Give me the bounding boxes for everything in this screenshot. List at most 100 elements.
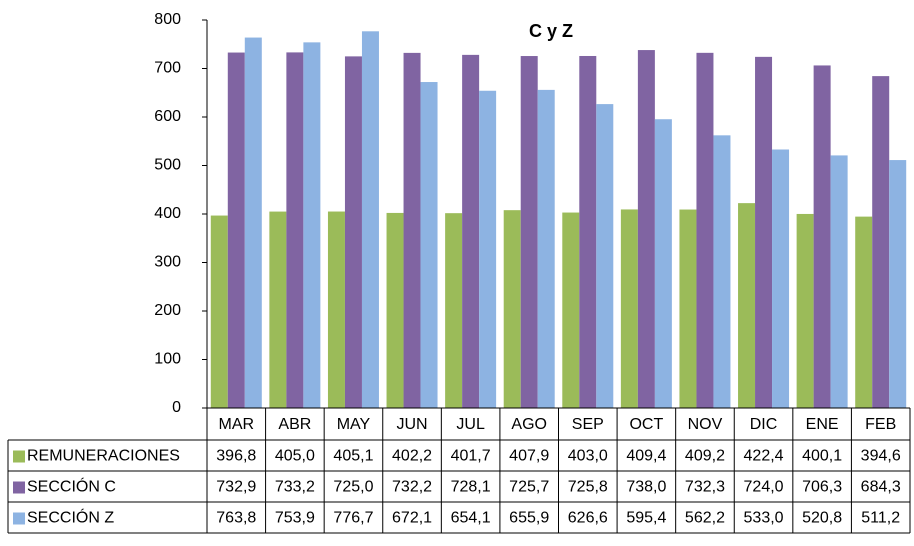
table-value: 394,6 [861,448,901,465]
bar [596,104,614,408]
table-value: 626,6 [568,510,608,527]
table-value: 706,3 [802,479,842,496]
table-value: 684,3 [861,479,901,496]
x-tick-label: JUN [396,416,427,433]
x-tick-label: NOV [688,416,723,433]
bar [620,209,638,408]
table-value: 732,9 [216,479,256,496]
y-tick-label: 500 [154,157,181,174]
table-value: 401,7 [451,448,491,465]
x-tick-label: MAR [219,416,255,433]
table-value: 725,0 [333,479,373,496]
x-tick-label: MAY [337,416,371,433]
chart-title: C y Z [529,21,573,41]
y-tick-label: 100 [154,351,181,368]
legend-key [13,450,25,463]
x-tick-label: DIC [750,416,778,433]
bar [344,56,362,408]
table-value: 402,2 [392,448,432,465]
bar [713,135,731,408]
bar [303,42,321,409]
x-tick-label: JUL [456,416,485,433]
bar [445,213,463,408]
table-value: 533,0 [744,510,784,527]
legend-key [13,512,25,525]
table-value: 732,2 [392,479,432,496]
bar [696,52,714,408]
bar [855,216,873,408]
table-value: 400,1 [802,448,842,465]
legend-label: SECCIÓN C [27,477,116,496]
table-value: 763,8 [216,510,256,527]
table-value: 405,1 [333,448,373,465]
table-value: 753,9 [275,510,315,527]
y-tick-label: 200 [154,302,181,319]
table-value: 655,9 [509,510,549,527]
bar [327,211,345,408]
legend-key [13,481,25,494]
bar [872,76,890,408]
table-value: 733,2 [275,479,315,496]
table-value: 654,1 [451,510,491,527]
table-value: 396,8 [216,448,256,465]
bar [679,209,697,408]
bar [286,52,304,408]
bar [772,149,790,408]
bar [244,37,262,408]
bar [755,56,773,409]
bar [537,89,555,409]
table-value: 422,4 [744,448,784,465]
y-tick-label: 400 [154,205,181,222]
bar [830,155,848,408]
y-tick-label: 700 [154,60,181,77]
bar [386,212,404,408]
bar [503,210,521,408]
y-tick-label: 600 [154,108,181,125]
table-value: 724,0 [744,479,784,496]
table-value: 409,2 [685,448,725,465]
x-tick-label: ENE [806,416,839,433]
bar [420,82,438,409]
bar [654,119,672,408]
bar [562,212,580,408]
bar [479,90,497,408]
table-value: 403,0 [568,448,608,465]
table-value: 776,7 [333,510,373,527]
x-tick-label: SEP [572,416,604,433]
x-tick-label: OCT [629,416,663,433]
table-value: 732,3 [685,479,725,496]
bar [361,31,379,408]
bar [269,211,287,408]
table-value: 562,2 [685,510,725,527]
table-value: 409,4 [626,448,666,465]
table-value: 595,4 [626,510,666,527]
table-value: 407,9 [509,448,549,465]
legend-label: SECCIÓN Z [27,508,114,527]
bar [579,55,597,408]
y-tick-label: 800 [154,11,181,28]
bar [227,52,245,409]
table-value: 511,2 [861,510,900,527]
table-value: 405,0 [275,448,315,465]
table-value: 728,1 [451,479,491,496]
bar [403,52,421,409]
y-tick-label: 0 [172,399,181,416]
bar [462,54,480,409]
table-value: 738,0 [626,479,666,496]
bar [520,56,538,409]
x-tick-label: ABR [278,416,311,433]
x-tick-label: AGO [511,416,547,433]
y-tick-label: 300 [154,254,181,271]
table-value: 725,8 [568,479,608,496]
table-value: 672,1 [392,510,432,527]
bar [738,203,756,408]
legend-label: REMUNERACIONES [27,448,180,465]
bar [813,65,831,408]
bar [889,160,907,408]
bar [796,213,814,408]
x-tick-label: FEB [865,416,896,433]
bar [210,215,228,408]
table-value: 725,7 [509,479,549,496]
table-value: 520,8 [802,510,842,527]
